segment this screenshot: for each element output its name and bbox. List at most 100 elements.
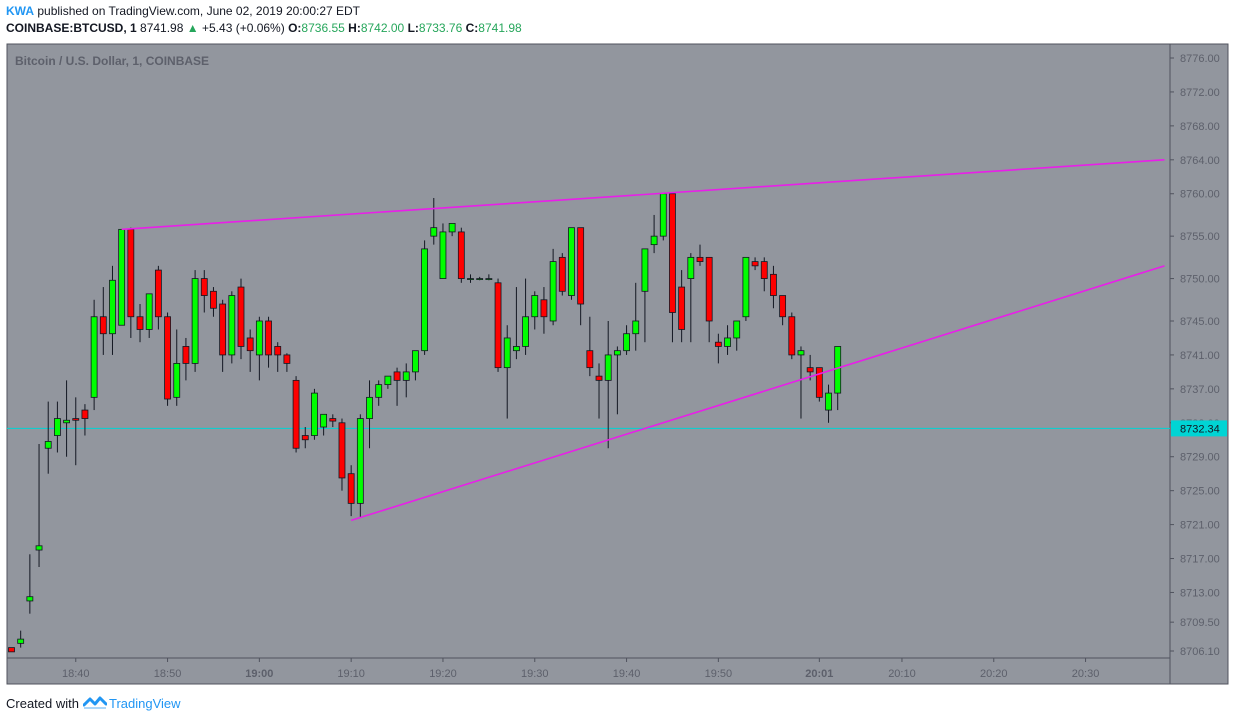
time-axis[interactable]: 18:40 18:50 19:00 19:10 19:20 19:30 19:40 19:50… (62, 658, 1099, 680)
price-axis[interactable]: 8776.00 8772.00 8768.00 8764.00 8760.00 8755.… (1170, 53, 1227, 658)
candle[interactable] (779, 295, 787, 326)
candle[interactable] (788, 312, 796, 360)
candle[interactable] (760, 257, 768, 292)
x-tick-label: 18:50 (154, 668, 182, 680)
candle[interactable] (724, 325, 731, 355)
candle[interactable] (393, 367, 401, 406)
candle[interactable] (531, 291, 539, 330)
candle[interactable] (650, 214, 658, 254)
candle[interactable] (44, 401, 52, 474)
candle[interactable] (118, 228, 126, 326)
candle[interactable] (696, 244, 704, 266)
candle[interactable] (641, 248, 649, 343)
candle[interactable] (8, 647, 15, 653)
candle-body (63, 419, 70, 424)
y-tick-label: 8745.00 (1180, 316, 1220, 328)
candle[interactable] (412, 350, 419, 381)
candle[interactable] (604, 320, 612, 449)
candle[interactable] (109, 265, 116, 355)
candle[interactable] (467, 274, 474, 283)
candle[interactable] (366, 380, 373, 449)
candle[interactable] (164, 312, 171, 406)
candle[interactable] (274, 342, 282, 372)
candle[interactable] (669, 193, 676, 343)
candle[interactable] (200, 270, 208, 313)
candle[interactable] (687, 253, 695, 343)
candle[interactable] (145, 293, 153, 338)
candle[interactable] (733, 320, 741, 351)
candle[interactable] (338, 418, 346, 491)
candle[interactable] (549, 248, 557, 326)
candle[interactable] (173, 329, 181, 406)
candle[interactable] (347, 465, 355, 517)
candle[interactable] (430, 197, 438, 245)
candle[interactable] (503, 325, 511, 419)
candle[interactable] (292, 376, 300, 453)
x-tick-label: 18:40 (62, 668, 90, 680)
candle[interactable] (402, 363, 410, 398)
candle[interactable] (54, 401, 61, 453)
candle[interactable] (595, 363, 603, 419)
candle[interactable] (623, 325, 630, 355)
candle[interactable] (568, 227, 575, 300)
candle[interactable] (770, 265, 777, 309)
candle[interactable] (797, 346, 805, 419)
upper-trendline[interactable] (121, 159, 1165, 231)
candle[interactable] (228, 291, 236, 364)
candle[interactable] (283, 353, 291, 372)
candle[interactable] (485, 274, 493, 281)
candle[interactable] (558, 253, 566, 296)
candle[interactable] (825, 384, 832, 423)
candle[interactable] (90, 299, 98, 411)
candle[interactable] (219, 299, 227, 372)
candle[interactable] (63, 380, 70, 457)
candle-body (127, 228, 135, 318)
candle[interactable] (237, 278, 245, 360)
candle[interactable] (329, 414, 337, 428)
candle[interactable] (356, 414, 364, 518)
candle[interactable] (632, 282, 640, 351)
candle[interactable] (742, 256, 750, 321)
candle[interactable] (154, 265, 162, 330)
candle[interactable] (311, 388, 318, 440)
candle[interactable] (375, 380, 383, 406)
candle[interactable] (255, 316, 263, 381)
candle[interactable] (513, 287, 520, 360)
candle[interactable] (246, 329, 254, 372)
candle[interactable] (210, 287, 217, 317)
candle[interactable] (586, 316, 594, 377)
candle[interactable] (678, 270, 686, 343)
candle[interactable] (26, 554, 34, 614)
candle[interactable] (81, 404, 89, 436)
candle[interactable] (182, 337, 190, 381)
candle[interactable] (72, 397, 80, 466)
candle[interactable] (540, 287, 548, 334)
tradingview-brand-link[interactable]: TradingView (108, 696, 181, 711)
candle[interactable] (577, 227, 585, 326)
candle[interactable] (191, 270, 199, 372)
candle[interactable] (384, 375, 392, 389)
candle[interactable] (751, 257, 759, 271)
candle[interactable] (136, 304, 144, 343)
candle[interactable] (659, 193, 667, 241)
candle[interactable] (421, 240, 429, 355)
candle[interactable] (265, 316, 272, 368)
candle[interactable] (448, 223, 456, 237)
candle[interactable] (494, 278, 502, 372)
candle[interactable] (522, 278, 529, 355)
author-name[interactable]: KWA (6, 4, 34, 18)
candle[interactable] (476, 276, 484, 281)
candle[interactable] (301, 427, 309, 449)
candle[interactable] (17, 630, 25, 648)
candle[interactable] (613, 346, 621, 415)
candle[interactable] (320, 413, 328, 436)
candle[interactable] (35, 444, 43, 568)
candle-body (228, 295, 236, 356)
candle[interactable] (439, 223, 447, 279)
lower-trendline[interactable] (350, 265, 1165, 522)
candle[interactable] (705, 256, 713, 343)
candle[interactable] (714, 333, 722, 364)
candle[interactable] (99, 287, 107, 355)
candle[interactable] (457, 227, 465, 283)
